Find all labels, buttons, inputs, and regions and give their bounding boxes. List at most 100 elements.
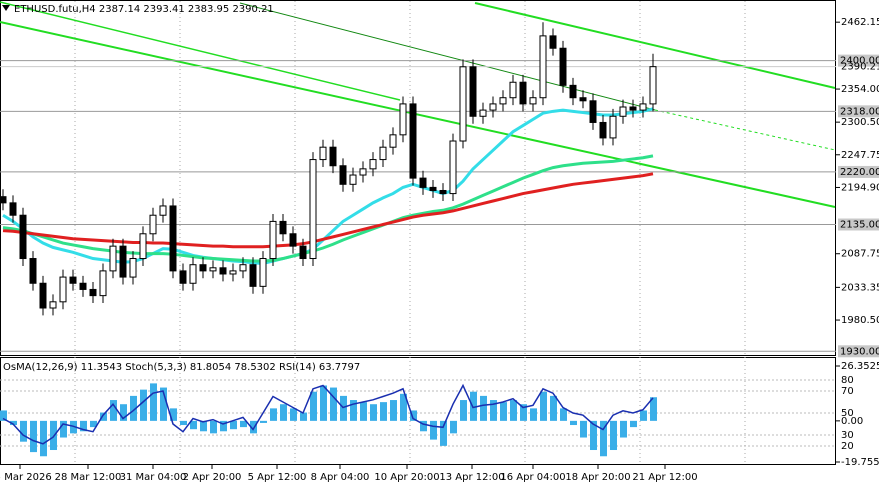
- candle-body: [379, 146, 387, 161]
- candle-body: [9, 202, 17, 216]
- osma-bar: [630, 420, 637, 428]
- osma-bar: [600, 420, 607, 457]
- candle-body: [199, 264, 207, 272]
- candle-body: [419, 177, 427, 188]
- osma-bar: [410, 410, 417, 421]
- osma-bar: [550, 395, 557, 421]
- osma-tick-label: 26.3525: [841, 361, 879, 372]
- osma-bar: [120, 404, 127, 421]
- y-tick-label: 2194.90: [841, 182, 879, 193]
- osma-bar: [160, 387, 167, 421]
- y-tick-label: 2087.75: [841, 249, 879, 260]
- osma-bar: [230, 420, 237, 430]
- osc-tick-label: 20: [841, 441, 854, 452]
- x-tick-label: 28 Mar 12:00: [55, 472, 122, 483]
- osma-bar: [190, 420, 197, 430]
- candle-body: [179, 270, 187, 284]
- osma-bar: [270, 408, 277, 421]
- level-label-box: [838, 54, 879, 67]
- candle-body: [29, 258, 37, 284]
- osma-bar: [130, 395, 137, 421]
- candle-body: [599, 121, 607, 139]
- candle-body: [459, 66, 467, 142]
- y-tick-label: 2354.00: [841, 84, 879, 95]
- osma-bar: [140, 389, 147, 421]
- level-label-box: [838, 165, 879, 178]
- candle-body: [619, 106, 627, 117]
- candle-body: [329, 146, 337, 167]
- osma-bar: [210, 420, 217, 434]
- osma-bar: [350, 400, 357, 421]
- osma-bar: [610, 420, 617, 451]
- x-tick-label: 18 Apr 20:00: [565, 472, 630, 483]
- x-tick-label: 2 Apr 20:00: [183, 472, 242, 483]
- osma-bar: [110, 400, 117, 421]
- candle-body: [559, 47, 567, 86]
- x-tick-label: 10 Apr 20:00: [374, 472, 439, 483]
- x-tick-label: 21 Apr 12:00: [632, 472, 697, 483]
- candle-body: [159, 205, 167, 216]
- osma-bar: [460, 400, 467, 421]
- osma-bar: [440, 420, 447, 446]
- level-label: 1930.00: [840, 346, 879, 357]
- trend-lines: [0, 1, 836, 208]
- osma-bar: [250, 420, 257, 434]
- osma-bar: [310, 391, 317, 421]
- y-tick-label: 1980.50: [841, 315, 879, 326]
- osma-bar: [200, 420, 207, 432]
- candle-body: [309, 159, 317, 260]
- candle-body: [249, 264, 257, 287]
- osma-bar: [30, 420, 37, 453]
- menu-arrow[interactable]: [2, 5, 10, 11]
- main-panel: [0, 0, 836, 356]
- y-tick-label: 2033.35: [841, 282, 879, 293]
- candle-body: [349, 174, 357, 185]
- candle-body: [289, 233, 297, 247]
- osc-tick-label: 80: [841, 375, 854, 386]
- candle-body: [509, 81, 517, 99]
- y-tick-label: 2462.15: [841, 17, 879, 28]
- osma-bar: [260, 420, 267, 423]
- candle-body: [629, 106, 637, 111]
- candle-body: [369, 159, 377, 170]
- level-label-box: [838, 345, 879, 358]
- candle-body: [259, 258, 267, 287]
- y-tick-label: 2300.50: [841, 117, 879, 128]
- chart-title: ETHUSD.futu,H4 2387.14 2393.41 2383.95 2…: [14, 4, 274, 15]
- x-tick-label: 13 Apr 12:00: [439, 472, 504, 483]
- candle-body: [529, 97, 537, 105]
- osc-tick-label: 50: [841, 408, 854, 419]
- level-label: 2400.00: [840, 56, 879, 67]
- candle-body: [229, 270, 237, 275]
- x-tick-label: 25 Mar 2026: [0, 472, 52, 483]
- osma-bar: [520, 404, 527, 421]
- candle-body: [649, 66, 657, 105]
- candle-body: [19, 214, 27, 260]
- osma-bar: [590, 420, 597, 451]
- candle-body: [169, 205, 177, 272]
- x-tick-label: 5 Apr 12:00: [248, 472, 307, 483]
- osma-bar: [90, 420, 97, 428]
- candle-body: [639, 103, 647, 111]
- candle-body: [39, 282, 47, 309]
- osma-bar: [620, 420, 627, 438]
- candle-body: [99, 270, 107, 297]
- candle-body: [269, 220, 277, 260]
- osma-bar: [40, 420, 47, 457]
- x-tick-label: 16 Apr 04:00: [500, 472, 565, 483]
- osma-bar: [500, 402, 507, 421]
- osma-bar: [180, 420, 187, 426]
- osc-tick-label: 30: [841, 430, 854, 441]
- osma-bar: [530, 408, 537, 421]
- candle-body: [239, 264, 247, 272]
- candle-body: [409, 103, 417, 179]
- osma-bar: [390, 400, 397, 421]
- candle-body: [519, 81, 527, 105]
- osma-bar: [170, 408, 177, 421]
- x-tick-label: 8 Apr 04:00: [311, 472, 370, 483]
- osma-bar: [400, 393, 407, 421]
- candle-body: [359, 168, 367, 176]
- osma-tick-label: 0.00: [841, 416, 863, 427]
- level-label: 2318.00: [840, 106, 879, 117]
